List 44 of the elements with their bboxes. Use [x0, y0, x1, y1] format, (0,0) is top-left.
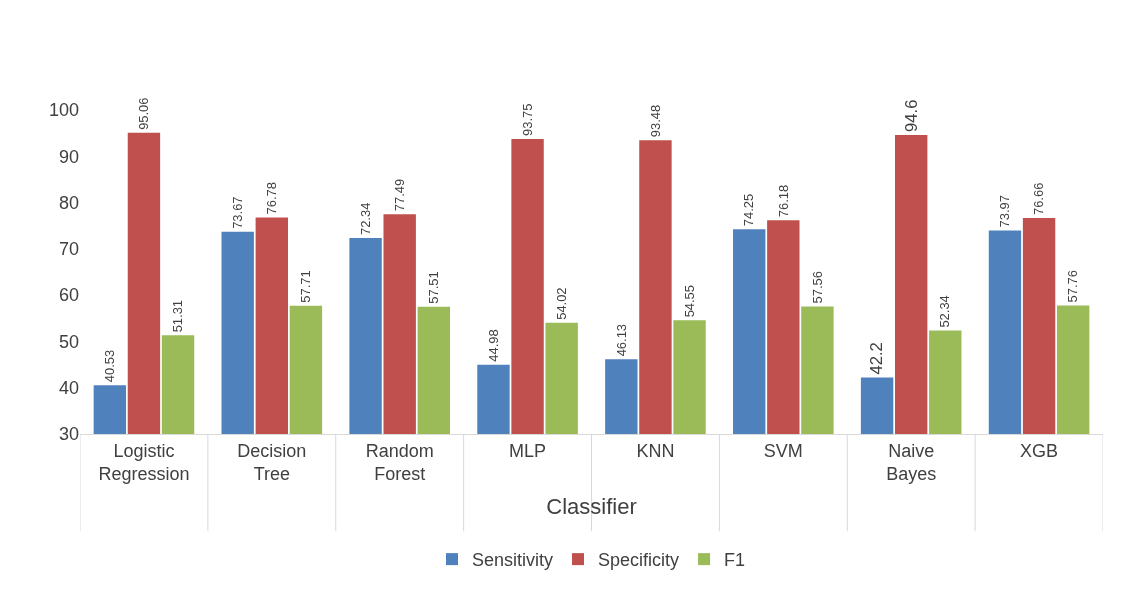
data-label: 73.97 — [997, 195, 1013, 228]
y-tick-label: 80 — [58, 192, 79, 213]
data-label: 57.76 — [1065, 270, 1081, 303]
data-label: 76.78 — [264, 182, 279, 215]
legend-label: Specificity — [598, 550, 680, 571]
y-tick-label: 100 — [48, 100, 79, 121]
data-label: 72.34 — [357, 202, 373, 236]
data-label: 57.51 — [425, 271, 441, 304]
x-tick-label: Logistic Regression — [98, 440, 190, 484]
data-label: 74.25 — [741, 193, 757, 227]
y-tick-label: 70 — [58, 239, 79, 260]
data-label: 73.67 — [229, 196, 245, 229]
x-tick-label: SVM — [763, 440, 803, 461]
y-tick-label: 50 — [58, 331, 79, 352]
data-label: 46.13 — [613, 323, 629, 357]
x-tick-label: MLP — [509, 440, 547, 461]
data-label: 95.06 — [136, 97, 152, 130]
data-label: 51.31 — [170, 299, 186, 333]
x-tick-label: Naive Bayes — [886, 440, 937, 484]
x-tick-label: KNN — [636, 440, 675, 461]
data-label: 94.6 — [901, 99, 921, 132]
x-tick-label: Decision Tree — [237, 440, 307, 484]
data-label: 77.49 — [391, 178, 407, 212]
y-tick-label: 40 — [58, 378, 79, 399]
data-label: 54.02 — [553, 287, 569, 320]
x-tick-label: XGB — [1020, 440, 1059, 461]
y-tick-label: 90 — [58, 146, 79, 167]
data-label: 42.2 — [867, 342, 887, 375]
x-tick-label: Random Forest — [365, 440, 434, 484]
data-label: 52.34 — [937, 295, 953, 328]
data-label: 76.18 — [775, 184, 791, 218]
x-axis-title: Classifier — [546, 493, 637, 519]
data-label: 57.56 — [809, 271, 825, 304]
y-tick-label: 60 — [58, 285, 79, 306]
data-label: 44.98 — [485, 329, 501, 362]
legend-label: F1 — [724, 550, 746, 571]
data-label: 40.53 — [102, 349, 118, 383]
data-label: 54.55 — [681, 284, 697, 318]
legend-label: Sensitivity — [472, 550, 554, 571]
data-label: 76.66 — [1031, 182, 1047, 216]
data-label: 93.48 — [647, 104, 663, 138]
data-label: 57.71 — [298, 270, 314, 303]
y-tick-label: 30 — [58, 424, 79, 445]
data-label: 93.75 — [519, 103, 535, 136]
